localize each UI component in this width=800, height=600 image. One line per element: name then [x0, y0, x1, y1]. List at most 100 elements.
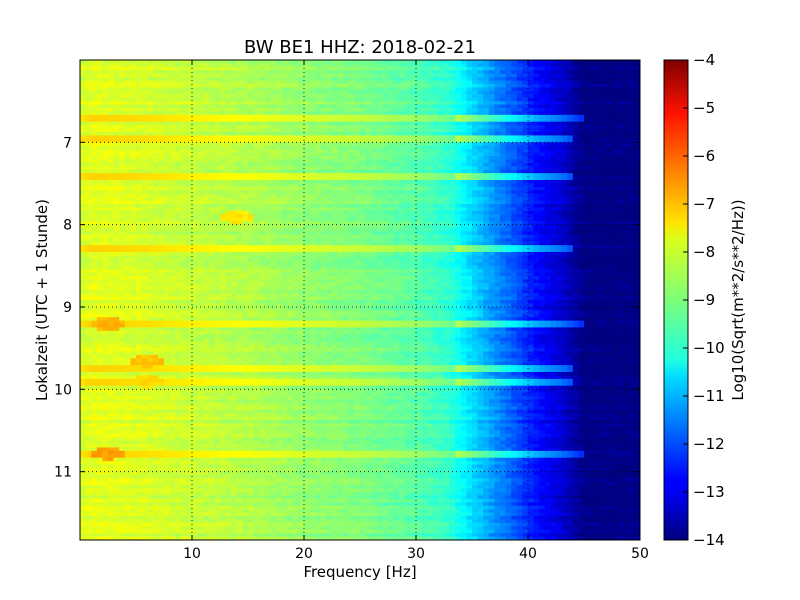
heatmap-cell	[600, 180, 607, 185]
heatmap-cell	[376, 132, 383, 137]
heatmap-cell	[225, 90, 232, 95]
heatmap-cell	[533, 114, 540, 119]
heatmap-cell	[326, 118, 333, 123]
heatmap-cell	[421, 221, 428, 226]
heatmap-cell	[528, 186, 535, 191]
heatmap-cell	[522, 114, 529, 119]
heatmap-cell	[572, 118, 579, 123]
heatmap-cell	[388, 224, 395, 229]
heatmap-cell	[315, 149, 322, 154]
heatmap-cell	[158, 156, 165, 161]
heatmap-cell	[606, 159, 613, 164]
heatmap-cell	[276, 60, 283, 65]
heatmap-cell	[595, 197, 602, 202]
heatmap-cell	[236, 207, 243, 212]
heatmap-cell	[371, 214, 378, 219]
heatmap-cell	[488, 121, 495, 126]
heatmap-cell	[628, 214, 635, 219]
heatmap-cell	[483, 173, 490, 178]
heatmap-cell	[388, 90, 395, 95]
heatmap-cell	[119, 142, 126, 147]
heatmap-cell	[444, 180, 451, 185]
heatmap-cell	[298, 80, 305, 85]
heatmap-cell	[242, 125, 249, 130]
heatmap-cell	[180, 60, 187, 65]
heatmap-cell	[567, 186, 574, 191]
heatmap-cell	[511, 166, 518, 171]
heatmap-cell	[500, 125, 507, 130]
heatmap-cell	[511, 111, 518, 116]
heatmap-cell	[393, 101, 400, 106]
heatmap-cell	[600, 70, 607, 75]
heatmap-cell	[158, 145, 165, 150]
heatmap-cell	[500, 217, 507, 222]
heatmap-cell	[427, 125, 434, 130]
heatmap-cell	[147, 118, 154, 123]
heatmap-cell	[220, 169, 227, 174]
heatmap-cell	[477, 152, 484, 157]
heatmap-cell	[270, 221, 277, 226]
heatmap-cell	[455, 152, 462, 157]
heatmap-cell	[628, 80, 635, 85]
heatmap-cell	[130, 207, 137, 212]
heatmap-cell	[567, 66, 574, 71]
heatmap-cell	[427, 221, 434, 226]
heatmap-cell	[427, 169, 434, 174]
heatmap-cell	[393, 87, 400, 92]
heatmap-cell	[91, 173, 98, 178]
heatmap-cell	[197, 176, 204, 181]
heatmap-cell	[309, 142, 316, 147]
heatmap-cell	[466, 132, 473, 137]
heatmap-cell	[208, 156, 215, 161]
heatmap-cell	[505, 142, 512, 147]
heatmap-cell	[365, 60, 372, 65]
heatmap-cell	[348, 87, 355, 92]
heatmap-cell	[304, 169, 311, 174]
heatmap-cell	[130, 121, 137, 126]
heatmap-cell	[208, 221, 215, 226]
heatmap-cell	[421, 193, 428, 198]
heatmap-cell	[292, 128, 299, 133]
heatmap-cell	[197, 200, 204, 205]
heatmap-cell	[180, 97, 187, 102]
heatmap-cell	[550, 132, 557, 137]
heatmap-cell	[113, 108, 120, 113]
heatmap-cell	[315, 128, 322, 133]
heatmap-cell	[584, 87, 591, 92]
heatmap-cell	[572, 228, 579, 233]
heatmap-cell	[175, 162, 182, 167]
heatmap-cell	[332, 70, 339, 75]
heatmap-cell	[85, 193, 92, 198]
heatmap-cell	[460, 114, 467, 119]
heatmap-cell	[612, 159, 619, 164]
heatmap-cell	[231, 84, 238, 89]
heatmap-cell	[528, 84, 535, 89]
heatmap-cell	[371, 73, 378, 78]
heatmap-cell	[320, 108, 327, 113]
heatmap-cell	[578, 221, 585, 226]
heatmap-cell	[152, 84, 159, 89]
heatmap-cell	[460, 63, 467, 68]
heatmap-cell	[427, 97, 434, 102]
heatmap-cell	[102, 121, 109, 126]
heatmap-cell	[96, 104, 103, 109]
heatmap-cell	[544, 183, 551, 188]
heatmap-cell	[550, 90, 557, 95]
heatmap-cell	[634, 118, 640, 123]
heatmap-cell	[634, 125, 640, 130]
heatmap-cell	[393, 159, 400, 164]
heatmap-cell	[432, 77, 439, 82]
heatmap-cell	[158, 200, 165, 205]
heatmap-cell	[612, 166, 619, 171]
heatmap-cell	[231, 108, 238, 113]
heatmap-cell	[214, 228, 221, 233]
heatmap-cell	[376, 207, 383, 212]
heatmap-cell	[91, 125, 98, 130]
heatmap-cell	[80, 87, 87, 92]
heatmap-cell	[343, 152, 350, 157]
heatmap-cell	[80, 145, 87, 150]
heatmap-cell	[242, 228, 249, 233]
heatmap-cell	[399, 114, 406, 119]
heatmap-cell	[85, 121, 92, 126]
heatmap-cell	[309, 190, 316, 195]
